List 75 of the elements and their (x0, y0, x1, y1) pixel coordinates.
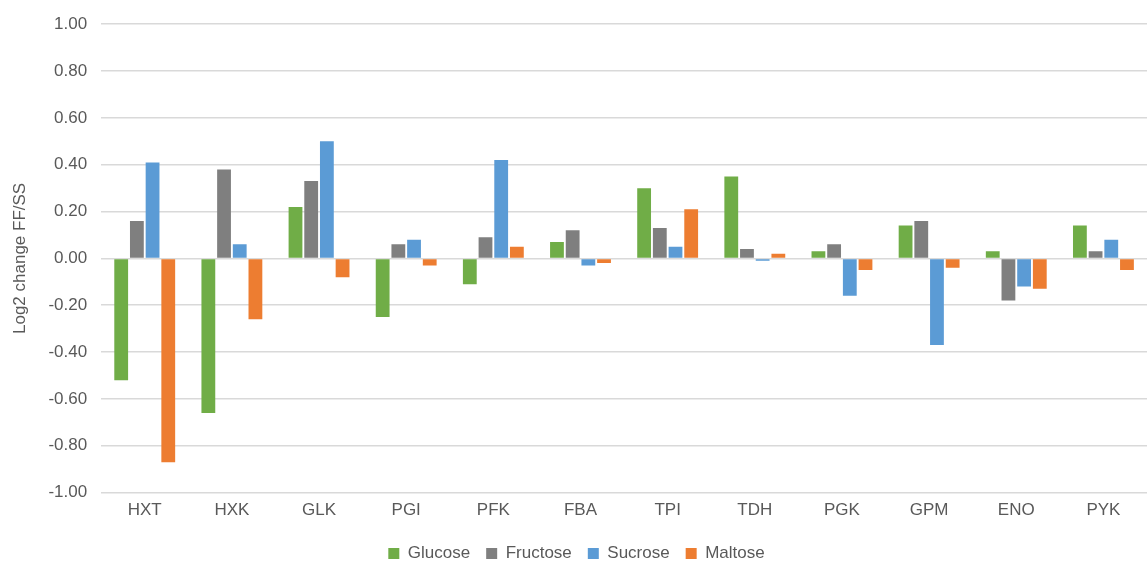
bar (1001, 259, 1016, 301)
legend-label: Maltose (705, 543, 765, 563)
bar (597, 259, 611, 264)
bar (1072, 225, 1087, 258)
bar (898, 225, 913, 258)
bar (827, 244, 842, 258)
bar (565, 230, 580, 258)
bar (637, 188, 652, 258)
x-tick-label: ENO (997, 500, 1035, 520)
bar (945, 259, 960, 268)
bar (232, 244, 247, 258)
x-tick-label: PGK (824, 500, 861, 520)
bar (914, 220, 929, 258)
legend-label: Fructose (505, 543, 572, 563)
y-tick-label: 0.40 (54, 154, 88, 174)
bar (740, 249, 754, 258)
bar (652, 227, 667, 258)
bar (1120, 259, 1134, 271)
bar (581, 259, 596, 266)
y-tick-label: 0.00 (54, 248, 88, 268)
y-tick-label: 1.00 (54, 13, 88, 33)
bar (724, 176, 739, 258)
bar (1104, 239, 1119, 258)
legend-label: Sucrose (607, 543, 670, 563)
bar (422, 259, 437, 266)
x-tick-label: HXT (127, 500, 162, 520)
bar (842, 259, 857, 296)
bar (684, 209, 699, 258)
bar (319, 141, 334, 258)
bar (771, 253, 786, 258)
x-tick-label: TPI (654, 500, 681, 520)
bar (335, 259, 350, 278)
bar (248, 259, 263, 320)
x-tick-label: PGI (391, 500, 421, 520)
bar (494, 160, 509, 258)
bar (217, 169, 231, 258)
y-tick-label: 0.80 (54, 60, 88, 80)
bar (145, 162, 160, 258)
bar (985, 251, 1000, 258)
bar (462, 259, 477, 285)
bar (668, 246, 683, 258)
y-tick-label: -1.00 (48, 482, 88, 502)
bar (930, 259, 944, 346)
bar (1017, 259, 1032, 287)
x-tick-label: HXK (214, 500, 251, 520)
bar (509, 246, 524, 258)
bar (304, 181, 319, 258)
x-tick-label: PYK (1086, 500, 1122, 520)
bar (550, 242, 564, 258)
bar (407, 239, 421, 258)
bar (114, 259, 129, 381)
bar (161, 259, 176, 463)
y-tick-label: -0.20 (48, 294, 88, 314)
bar (858, 259, 873, 271)
bar (811, 251, 826, 258)
bar (391, 244, 406, 258)
bar (288, 206, 303, 258)
x-tick-label: GLK (302, 500, 337, 520)
y-axis-title: Log2 change FF/SS (9, 182, 29, 335)
y-tick-label: -0.40 (48, 341, 88, 361)
y-tick-label: -0.80 (48, 435, 88, 455)
bar (129, 220, 144, 258)
bar (478, 237, 493, 258)
bar (201, 259, 216, 413)
y-tick-label: 0.60 (54, 107, 88, 127)
bar (1032, 259, 1047, 289)
x-tick-label: PFK (476, 500, 511, 520)
legend-label: Glucose (407, 543, 471, 563)
x-tick-label: FBA (563, 500, 598, 520)
x-tick-label: TDH (737, 500, 773, 520)
bar (1088, 251, 1103, 258)
bar (375, 259, 390, 317)
y-tick-label: -0.60 (48, 388, 88, 408)
y-tick-label: 0.20 (54, 201, 88, 221)
x-tick-label: GPM (909, 500, 949, 520)
